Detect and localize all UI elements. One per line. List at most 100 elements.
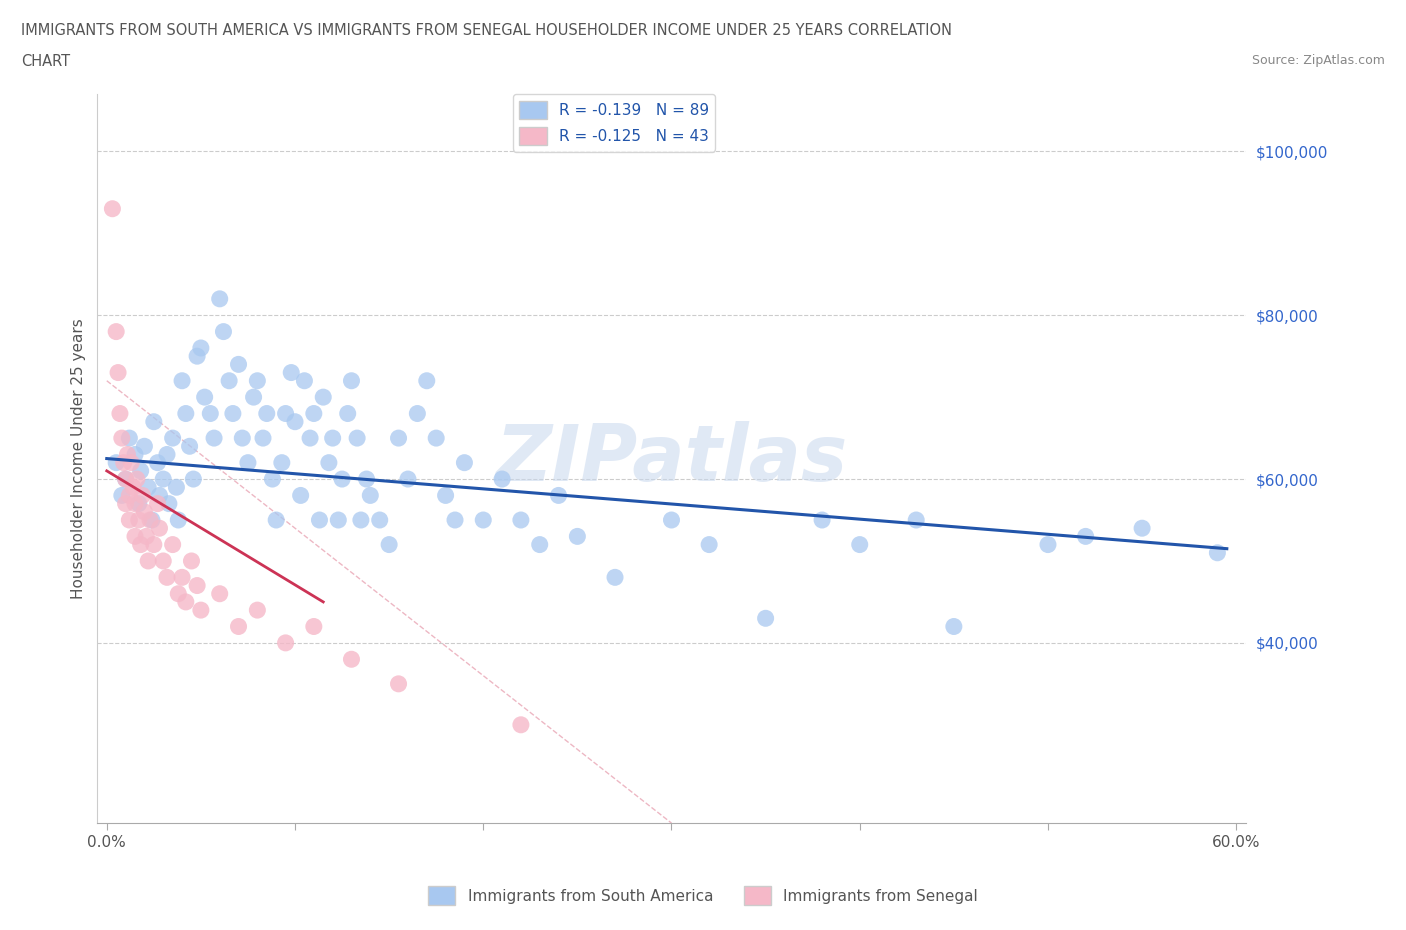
Point	[222, 406, 245, 421]
Text: CHART: CHART	[21, 54, 70, 69]
Point	[114, 497, 136, 512]
Point	[167, 586, 190, 601]
Point	[340, 373, 363, 388]
Point	[128, 497, 150, 512]
Point	[396, 472, 419, 486]
Point	[202, 431, 225, 445]
Point	[208, 586, 231, 601]
Point	[124, 529, 146, 544]
Point	[256, 406, 278, 421]
Point	[118, 431, 141, 445]
Point	[252, 431, 274, 445]
Point	[755, 611, 778, 626]
Point	[299, 431, 322, 445]
Point	[136, 553, 159, 568]
Point	[567, 529, 589, 544]
Point	[183, 472, 205, 486]
Point	[1074, 529, 1097, 544]
Point	[101, 201, 124, 216]
Point	[118, 512, 141, 527]
Point	[509, 717, 531, 732]
Text: IMMIGRANTS FROM SOUTH AMERICA VS IMMIGRANTS FROM SENEGAL HOUSEHOLDER INCOME UNDE: IMMIGRANTS FROM SOUTH AMERICA VS IMMIGRA…	[21, 23, 952, 38]
Point	[378, 538, 401, 552]
Point	[270, 455, 292, 470]
Point	[112, 455, 135, 470]
Point	[124, 497, 146, 512]
Point	[179, 439, 201, 454]
Point	[280, 365, 302, 380]
Point	[246, 603, 269, 618]
Point	[246, 373, 269, 388]
Point	[194, 390, 217, 405]
Point	[264, 512, 287, 527]
Point	[124, 447, 146, 462]
Y-axis label: Householder Income Under 25 years: Householder Income Under 25 years	[72, 318, 86, 599]
Point	[242, 390, 264, 405]
Point	[107, 365, 129, 380]
Point	[148, 521, 170, 536]
Point	[472, 512, 495, 527]
Point	[387, 676, 409, 691]
Point	[134, 504, 156, 519]
Point	[322, 431, 344, 445]
Point	[547, 488, 569, 503]
Point	[330, 472, 353, 486]
Point	[125, 472, 148, 486]
Point	[139, 512, 162, 527]
Point	[302, 619, 325, 634]
Point	[359, 488, 381, 503]
Point	[105, 325, 128, 339]
Point	[148, 488, 170, 503]
Point	[146, 455, 169, 470]
Point	[142, 538, 165, 552]
Point	[208, 291, 231, 306]
Point	[165, 480, 187, 495]
Point	[308, 512, 330, 527]
Legend: R = -0.139   N = 89, R = -0.125   N = 43: R = -0.139 N = 89, R = -0.125 N = 43	[513, 95, 716, 152]
Point	[346, 431, 368, 445]
Point	[141, 512, 163, 527]
Point	[312, 390, 335, 405]
Point	[131, 488, 153, 503]
Point	[387, 431, 409, 445]
Point	[811, 512, 834, 527]
Point	[114, 472, 136, 486]
Point	[129, 538, 152, 552]
Point	[135, 529, 157, 544]
Point	[129, 463, 152, 478]
Point	[118, 488, 141, 503]
Point	[1130, 521, 1153, 536]
Point	[167, 512, 190, 527]
Point	[661, 512, 683, 527]
Point	[111, 488, 134, 503]
Point	[434, 488, 457, 503]
Point	[108, 406, 131, 421]
Point	[170, 373, 193, 388]
Point	[117, 447, 139, 462]
Point	[134, 439, 156, 454]
Point	[697, 538, 720, 552]
Point	[170, 570, 193, 585]
Point	[318, 455, 340, 470]
Point	[146, 497, 169, 512]
Point	[302, 406, 325, 421]
Point	[128, 512, 150, 527]
Point	[114, 472, 136, 486]
Point	[262, 472, 284, 486]
Point	[340, 652, 363, 667]
Point	[290, 488, 312, 503]
Point	[1206, 545, 1229, 560]
Point	[416, 373, 439, 388]
Point	[406, 406, 429, 421]
Point	[218, 373, 240, 388]
Point	[111, 431, 134, 445]
Point	[425, 431, 447, 445]
Point	[120, 455, 142, 470]
Point	[228, 619, 250, 634]
Point	[190, 603, 212, 618]
Point	[152, 553, 174, 568]
Point	[162, 538, 184, 552]
Point	[453, 455, 475, 470]
Text: ZIPatlas: ZIPatlas	[495, 420, 848, 497]
Point	[368, 512, 391, 527]
